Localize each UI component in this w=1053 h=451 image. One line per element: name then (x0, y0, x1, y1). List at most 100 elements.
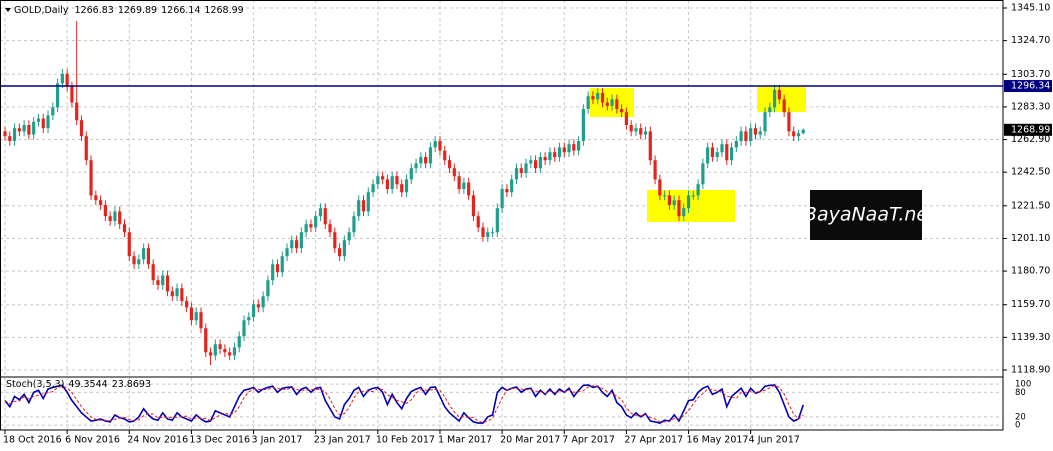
candle-body (390, 176, 394, 189)
x-tick-label: 27 Apr 2017 (624, 435, 683, 446)
candle-body (251, 304, 256, 318)
candle-body (624, 112, 628, 125)
x-tick-label: 13 Dec 2016 (189, 435, 250, 446)
indicator-title: Stoch(3,5,3) (6, 379, 64, 390)
candle-body (318, 208, 323, 217)
candle-body (165, 275, 170, 292)
candle-body (591, 96, 595, 100)
candle-body (156, 280, 160, 286)
candle-body (113, 211, 117, 222)
candle-body (309, 224, 313, 228)
candle-body (682, 208, 686, 217)
candle-body (108, 216, 112, 222)
candle-body (505, 189, 509, 193)
candle-body (586, 96, 590, 109)
candle-body (194, 312, 198, 321)
candle-body (294, 240, 299, 249)
candle-body (17, 128, 21, 132)
candle-body (500, 189, 504, 209)
highlight-box (647, 190, 735, 222)
candle-body (424, 156, 428, 164)
candle-body (51, 107, 55, 116)
candle-body (481, 227, 485, 238)
y-tick-label: 100 (1015, 380, 1031, 390)
candle-body (710, 147, 715, 157)
candle-body (691, 195, 695, 197)
candle-body (299, 232, 303, 249)
candle-body (70, 86, 74, 103)
x-tick-label: 1 Mar 2017 (438, 435, 492, 446)
y-tick-label: 1118.90 (1011, 364, 1050, 375)
header: GOLD,Daily 1266.83 1269.89 1266.14 1268.99 (14, 5, 244, 16)
candle-body (720, 144, 724, 153)
candle-body (438, 140, 442, 151)
x-tick-label: 6 Nov 2016 (65, 435, 120, 446)
candle-body (744, 131, 748, 141)
x-tick-label: 18 Oct 2016 (3, 435, 62, 446)
candle-body (352, 216, 356, 233)
candle-body (787, 112, 791, 132)
candle-body (447, 160, 452, 169)
candle-body (189, 307, 194, 321)
candle-body (256, 304, 260, 308)
candle-body (567, 144, 571, 153)
candle-body (600, 92, 605, 103)
candle-body (596, 92, 600, 100)
candle-body (208, 352, 213, 356)
candle-body (185, 301, 189, 308)
candle-body (99, 200, 103, 206)
candle-body (170, 291, 174, 297)
candle-body (79, 120, 84, 137)
y-tick-label: 1345.10 (1011, 3, 1050, 14)
candle-body (376, 176, 380, 185)
candle-body (199, 312, 203, 329)
y-tick-label: 0 (1015, 421, 1020, 431)
candle-body (581, 108, 585, 141)
candle-body (242, 320, 246, 337)
watermark-box (810, 190, 922, 240)
candle-body (271, 264, 275, 281)
candle-body (261, 296, 265, 308)
candle-body (84, 136, 88, 161)
main-value: 49.3544 (68, 379, 107, 390)
candle-body (734, 140, 738, 148)
candle-body (414, 163, 418, 169)
candle-body (634, 128, 638, 132)
candle-body (577, 140, 581, 151)
candle-body (328, 224, 332, 233)
candle-body (729, 147, 734, 161)
candle-body (232, 347, 237, 356)
marks (0, 20, 1003, 424)
candle-body (419, 156, 423, 164)
price-label: 1296.34 (1011, 81, 1050, 92)
candle-body (667, 195, 672, 206)
candle-body (151, 264, 155, 281)
candle-body (686, 195, 691, 209)
indicator-header: Stoch(3,5,3) 49.3544 23.8693 (6, 379, 151, 390)
candle-body (118, 211, 122, 225)
candle-body (204, 328, 208, 353)
candle-body (548, 152, 552, 161)
candle-body (620, 108, 624, 113)
candle-body (237, 336, 241, 348)
symbol: GOLD,Daily (14, 5, 69, 16)
candle-body (338, 248, 342, 257)
candle-body (409, 168, 413, 180)
candle-body (314, 216, 318, 228)
last-price-label: 1268.99 (1011, 124, 1050, 135)
candle-body (524, 163, 528, 173)
candle-body (672, 200, 676, 206)
candle-body (304, 224, 308, 233)
signal-line (4, 384, 804, 424)
candle-body (701, 163, 705, 185)
x-tick-label: 16 May 2017 (687, 435, 749, 446)
candle-body (739, 131, 743, 141)
y-tick-label: 1139.30 (1011, 332, 1050, 343)
y-tick-label: 80 (1015, 388, 1026, 398)
candle-body (715, 152, 719, 157)
candle-body (285, 248, 289, 257)
candle-body (457, 176, 461, 189)
candle-body (658, 179, 662, 196)
y-tick-label: 1201.10 (1011, 233, 1050, 244)
close-value: 1268.99 (204, 5, 243, 16)
